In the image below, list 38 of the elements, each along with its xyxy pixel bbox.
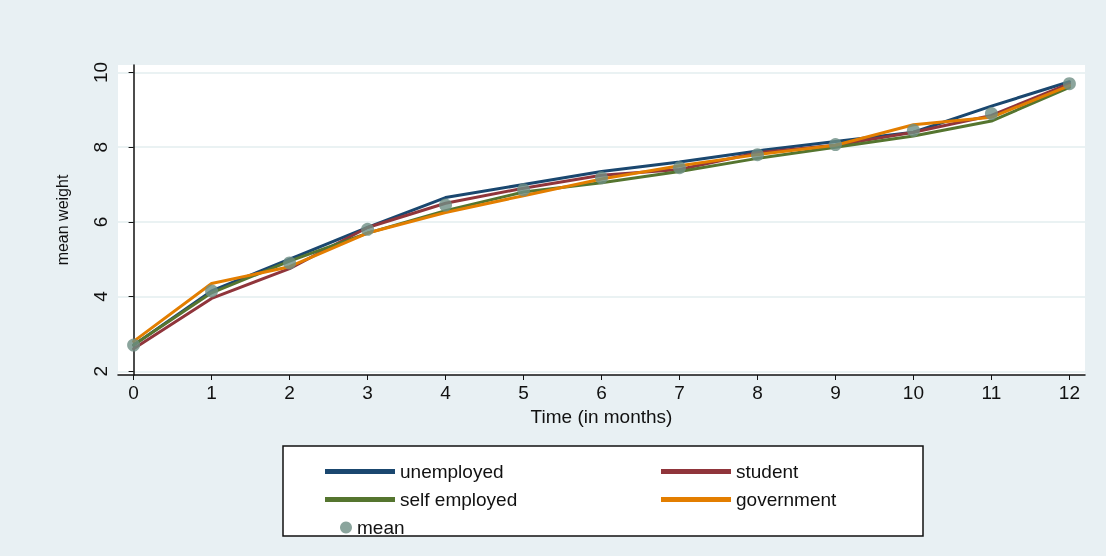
x-tick-label: 0	[128, 382, 139, 403]
point	[127, 338, 141, 352]
legend-label: student	[736, 461, 800, 482]
point	[828, 138, 842, 152]
x-tick-label: 5	[518, 382, 529, 403]
y-axis-title: mean weight	[53, 174, 71, 266]
y-tick-label: 8	[90, 141, 111, 153]
legend-label: mean	[357, 517, 405, 538]
x-tick-label: 8	[752, 382, 763, 403]
y-tick-label: 6	[90, 216, 111, 228]
point	[283, 256, 297, 270]
x-tick-label: 3	[362, 382, 373, 403]
x-tick-label: 12	[1058, 382, 1080, 403]
point	[517, 183, 531, 197]
x-axis-title: Time (in months)	[530, 405, 673, 427]
point	[205, 284, 219, 298]
x-tick-label: 10	[902, 382, 925, 403]
point	[750, 148, 764, 162]
y-tick-label: 4	[90, 290, 111, 302]
point	[595, 171, 608, 185]
x-tick-label: 2	[284, 382, 295, 403]
legend-label: government	[736, 489, 838, 510]
y-tick-label: 2	[90, 365, 111, 377]
legend-label: self employed	[400, 489, 518, 510]
x-tick-label: 4	[440, 382, 452, 403]
y-tick-label: 10	[90, 61, 111, 84]
point	[906, 123, 920, 137]
point	[439, 198, 453, 212]
point	[361, 222, 375, 236]
x-tick-label: 7	[674, 382, 685, 403]
point	[984, 107, 998, 121]
x-tick-label: 9	[830, 382, 841, 403]
x-tick-label: 1	[206, 382, 217, 403]
x-tick-label: 6	[596, 382, 607, 403]
legend-label: unemployed	[400, 461, 504, 482]
point	[1062, 77, 1076, 91]
point	[673, 161, 686, 175]
x-tick-label: 11	[981, 382, 1002, 403]
